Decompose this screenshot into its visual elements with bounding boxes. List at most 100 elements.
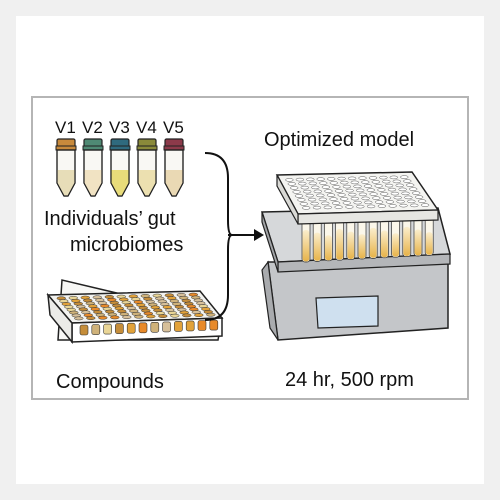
compound-well: [206, 312, 216, 317]
lid-well: [407, 199, 416, 204]
plate-tube: [380, 217, 389, 259]
lid-well: [306, 177, 315, 182]
lid-well: [331, 201, 341, 205]
lid-well: [398, 187, 407, 192]
lid-well: [323, 205, 332, 210]
lid-well: [298, 181, 307, 186]
lid-well: [308, 181, 317, 186]
compound-front-well: [91, 324, 101, 335]
lid-well: [350, 196, 360, 201]
lid-well: [382, 196, 392, 200]
lid-well: [420, 203, 430, 207]
lid-well: [361, 180, 370, 184]
lid-well: [347, 176, 357, 181]
lid-well: [300, 185, 309, 190]
vial-icon: [109, 138, 131, 197]
compound-well: [170, 313, 180, 318]
compound-well: [110, 315, 120, 320]
compound-plate-icon: [46, 279, 224, 345]
lid-well: [361, 196, 370, 201]
lid-well: [412, 191, 421, 195]
plate-tube: [413, 216, 423, 257]
lid-well: [332, 185, 341, 189]
lid-well: [380, 192, 389, 196]
lid-well: [345, 205, 354, 209]
lid-well: [371, 180, 380, 184]
microbiomes-label-line2: microbiomes: [70, 234, 184, 256]
lid-well: [342, 201, 351, 205]
lid-well: [366, 188, 375, 192]
lid-well: [364, 200, 373, 205]
vial-icon: [82, 138, 104, 197]
vial-label-v2: V2: [82, 118, 103, 137]
compound-well: [146, 314, 156, 319]
lid-well: [379, 175, 388, 180]
lid-well: [334, 189, 344, 193]
lid-well: [363, 184, 373, 188]
lid-well: [337, 176, 346, 181]
lid-well: [392, 179, 401, 184]
model-label: Optimized model: [264, 129, 415, 151]
microbiomes-label-line1: Individuals’ gut: [44, 208, 176, 230]
vial-icon: [55, 138, 77, 197]
compound-front-well: [138, 322, 148, 334]
vial-label-v1: V1: [55, 118, 76, 137]
lid-well: [303, 189, 312, 194]
lid-well: [316, 177, 325, 181]
compound-well: [74, 316, 84, 321]
compound-front-well: [150, 321, 160, 333]
compound-well: [98, 315, 108, 320]
lid-well: [327, 177, 336, 181]
lid-well: [311, 185, 320, 190]
vial-label-v5: V5: [163, 118, 184, 137]
lid-well: [290, 186, 299, 190]
lid-well: [404, 195, 413, 200]
compound-front-well: [209, 319, 219, 331]
lid-well: [414, 195, 424, 199]
lid-well: [292, 190, 301, 194]
lid-well: [400, 175, 409, 179]
lid-well: [302, 206, 311, 210]
lid-well: [295, 177, 305, 182]
lid-well: [388, 204, 397, 208]
vial-icon: [163, 138, 185, 197]
lid-well: [401, 191, 410, 196]
vial-icon: [136, 138, 158, 197]
compound-front-well: [103, 323, 112, 335]
lid-well: [403, 179, 412, 183]
conditions-label: 24 hr, 500 rpm: [285, 369, 414, 391]
lid-well: [297, 198, 306, 202]
compound-front-well: [162, 321, 171, 333]
compound-front-well: [115, 323, 124, 334]
plate-tube: [402, 216, 412, 257]
lid-well: [353, 184, 362, 189]
lid-well: [305, 193, 314, 198]
lid-well: [406, 183, 415, 187]
vial-label-v4: V4: [136, 118, 157, 137]
lid-well: [337, 193, 346, 197]
compound-well: [86, 316, 96, 320]
plate-tube: [324, 218, 333, 262]
compound-well: [182, 313, 192, 318]
plate-tube: [357, 217, 367, 260]
compound-well: [194, 313, 204, 317]
lid-well: [294, 194, 304, 198]
lid-well: [382, 179, 391, 184]
compound-well: [158, 314, 168, 318]
lid-well: [318, 197, 327, 202]
lid-well: [348, 192, 357, 197]
lid-well: [285, 178, 294, 182]
lid-well: [410, 203, 419, 208]
lid-well: [287, 182, 296, 186]
lid-well: [369, 192, 378, 196]
lid-well: [319, 181, 328, 185]
lid-well: [393, 195, 402, 200]
compound-front-well: [197, 320, 207, 331]
lid-well: [389, 175, 398, 180]
lid-well: [374, 200, 384, 204]
lid-well: [334, 205, 343, 209]
lid-well: [358, 192, 368, 197]
lid-well: [307, 197, 317, 202]
lid-well: [329, 181, 338, 185]
